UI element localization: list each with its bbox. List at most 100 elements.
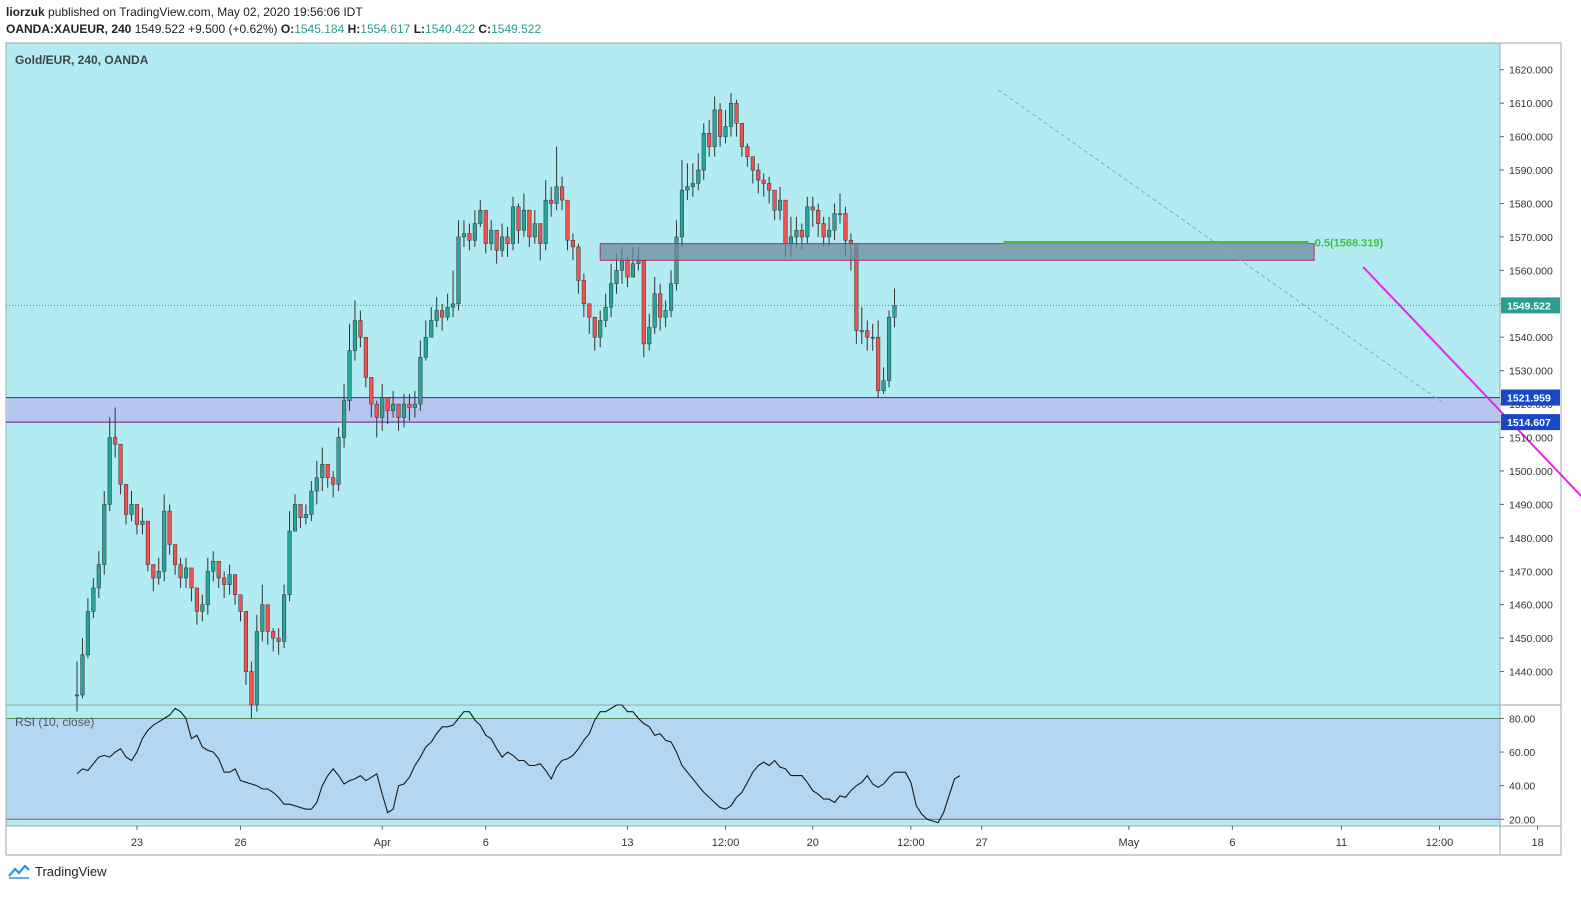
candle-body bbox=[314, 477, 319, 492]
low-value: 1540.422 bbox=[425, 22, 476, 36]
symbol-label: OANDA:XAUEUR, 240 bbox=[6, 22, 132, 36]
candle-body bbox=[794, 229, 799, 238]
forecast-arrow-line[interactable] bbox=[1362, 266, 1581, 645]
close-value: 1549.522 bbox=[491, 22, 542, 36]
rsi-line[interactable] bbox=[76, 704, 961, 824]
candle-body bbox=[445, 306, 450, 318]
candle-body bbox=[233, 574, 238, 595]
time-axis-label: 20 bbox=[807, 837, 819, 849]
candle-body bbox=[91, 587, 96, 612]
candle-body bbox=[609, 283, 614, 308]
tradingview-logo[interactable]: TradingView bbox=[8, 864, 107, 879]
candle-body bbox=[391, 403, 396, 412]
candle-body bbox=[374, 403, 379, 418]
candle-body bbox=[843, 213, 848, 241]
tradingview-logo-icon bbox=[8, 864, 30, 879]
candle-body bbox=[630, 263, 635, 278]
price-axis-label: 1610.000 bbox=[1509, 98, 1553, 110]
candle-body bbox=[407, 403, 412, 408]
price-pane[interactable] bbox=[6, 43, 1500, 705]
candle-body bbox=[320, 464, 325, 478]
candle-body bbox=[401, 403, 407, 418]
candle-body bbox=[434, 310, 439, 321]
time-axis-label: May bbox=[1118, 837, 1139, 849]
price-axis-label: 1450.000 bbox=[1509, 633, 1553, 645]
candle-body bbox=[810, 206, 815, 211]
candle-body bbox=[647, 326, 652, 345]
price-axis-label: 1590.000 bbox=[1509, 165, 1553, 177]
candle-body bbox=[718, 109, 723, 137]
candle-body bbox=[183, 567, 189, 579]
candle-body bbox=[685, 186, 690, 191]
candle-body bbox=[325, 464, 330, 478]
candle-body bbox=[467, 233, 472, 241]
candle-body bbox=[728, 102, 734, 127]
candle-body bbox=[603, 306, 608, 321]
dashed-trendline[interactable] bbox=[997, 89, 1446, 405]
candle-body bbox=[423, 336, 428, 358]
price-axis-label: 1440.000 bbox=[1509, 667, 1553, 679]
candle-body bbox=[489, 229, 494, 244]
chart-frame bbox=[5, 42, 1562, 856]
publish-info: liorzuk published on TradingView.com, Ma… bbox=[6, 5, 363, 19]
last-price-tag: 1549.522 bbox=[1507, 300, 1551, 312]
candle-body bbox=[276, 637, 281, 642]
candle-body bbox=[265, 604, 270, 632]
candle-body bbox=[859, 330, 864, 332]
candle-body bbox=[178, 564, 183, 579]
candle-body bbox=[750, 156, 755, 171]
time-axis-label: 6 bbox=[483, 837, 489, 849]
rsi-axis-label: 20.00 bbox=[1509, 814, 1535, 826]
candle-body bbox=[292, 504, 298, 532]
rsi-axis-label: 40.00 bbox=[1509, 781, 1535, 793]
candle-body bbox=[690, 183, 695, 188]
candle-body bbox=[827, 229, 832, 238]
candle-body bbox=[254, 631, 259, 706]
candle-body bbox=[821, 223, 826, 238]
candle-body bbox=[816, 209, 821, 224]
candle-body bbox=[505, 236, 510, 244]
price-axis-label: 1570.000 bbox=[1509, 232, 1553, 244]
candle-body bbox=[723, 126, 728, 137]
candle-body bbox=[734, 102, 739, 124]
time-axis-label: 26 bbox=[234, 837, 246, 849]
candle-body bbox=[205, 571, 210, 605]
close-label: C: bbox=[478, 22, 492, 36]
candle-body bbox=[380, 397, 385, 418]
candle-body bbox=[461, 233, 466, 238]
candle-body bbox=[587, 303, 592, 318]
rsi-axis-label: 60.00 bbox=[1509, 747, 1535, 759]
candle-body bbox=[745, 146, 750, 157]
price-axis-label: 1480.000 bbox=[1509, 533, 1553, 545]
support-zone[interactable] bbox=[6, 397, 1500, 423]
resistance-zone[interactable] bbox=[599, 243, 1315, 261]
candle-body bbox=[271, 631, 276, 639]
candle-body bbox=[707, 133, 712, 147]
support-low-tag: 1514.607 bbox=[1507, 417, 1551, 429]
rsi-axis-label: 80.00 bbox=[1509, 713, 1535, 725]
last-price: 1549.522 bbox=[134, 22, 185, 36]
ohlc-legend: OANDA:XAUEUR, 240 1549.522 +9.500 (+0.62… bbox=[6, 22, 541, 36]
candle-body bbox=[739, 122, 744, 147]
candle-body bbox=[145, 520, 150, 565]
candle-body bbox=[336, 437, 341, 485]
candle-body bbox=[581, 280, 586, 305]
candle-body bbox=[167, 510, 172, 545]
published-text: published on TradingView.com, May 02, 20… bbox=[48, 5, 363, 19]
price-axis-label: 1490.000 bbox=[1509, 499, 1553, 511]
publisher-name: liorzuk bbox=[6, 5, 45, 19]
high-value: 1554.617 bbox=[360, 22, 411, 36]
candle-body bbox=[303, 514, 308, 519]
candle-body bbox=[124, 484, 129, 515]
candle-body bbox=[619, 260, 625, 271]
candle-body bbox=[227, 574, 232, 585]
low-label: L: bbox=[413, 22, 426, 36]
candle-body bbox=[772, 189, 777, 211]
candle-body bbox=[701, 133, 706, 171]
candle-body bbox=[156, 571, 161, 579]
candle-body bbox=[189, 567, 194, 589]
candle-body bbox=[363, 336, 368, 378]
candle-body bbox=[881, 380, 886, 391]
candle-body bbox=[576, 246, 581, 281]
